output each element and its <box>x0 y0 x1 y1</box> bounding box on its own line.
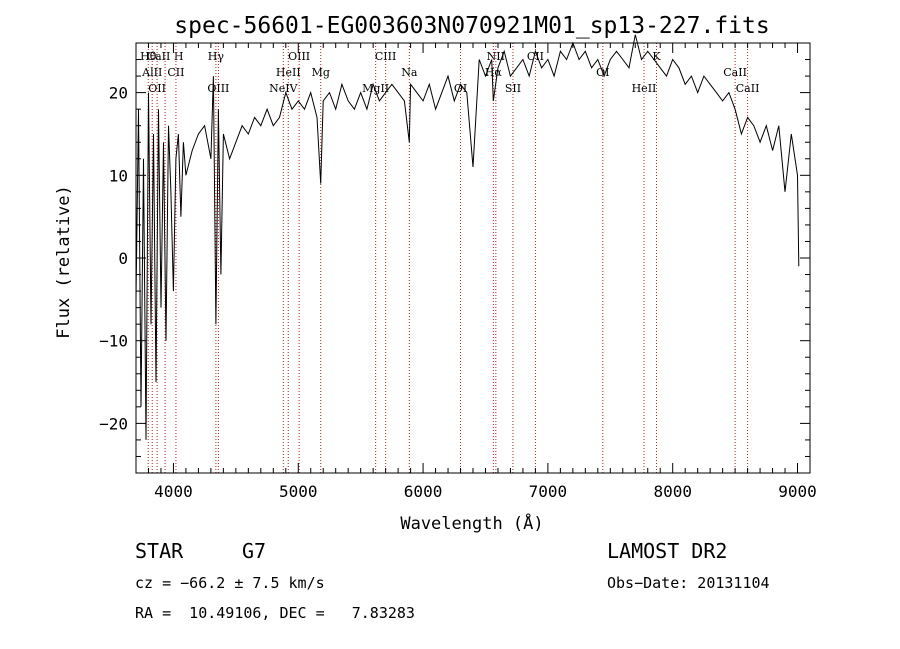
y-tick-label: −10 <box>99 332 128 351</box>
x-axis: 4000 5000 6000 7000 8000 9000 <box>135 43 817 501</box>
x-tick-label: 6000 <box>404 482 443 501</box>
y-axis: −20 −10 0 10 20 <box>99 59 810 457</box>
y-tick-label: −20 <box>99 414 128 433</box>
x-tick-label: 9000 <box>778 482 817 501</box>
line-id-label: OII <box>148 82 166 95</box>
plot-frame <box>135 42 811 474</box>
line-id-label: Hγ <box>208 50 225 63</box>
line-id-label: CaII <box>736 82 760 95</box>
x-axis-label: Wavelength (Å) <box>400 512 543 534</box>
y-tick-label: 20 <box>109 84 128 103</box>
x-tick-label: 7000 <box>529 482 568 501</box>
survey-name: LAMOST DR2 <box>607 539 728 563</box>
line-id-label: CaII <box>723 66 747 79</box>
x-tick-label: 5000 <box>279 482 318 501</box>
line-id-label: HeII <box>632 82 657 95</box>
line-id-label: CII <box>527 50 544 63</box>
line-id-label: SII <box>505 82 521 95</box>
line-id-label: NeIV <box>269 82 298 95</box>
line-id-label: OIII <box>288 50 310 63</box>
spectrum-layer <box>135 34 800 440</box>
line-id-label: MgII <box>362 82 389 95</box>
y-axis-label: Flux (relative) <box>54 185 74 339</box>
line-id-label: CaII H <box>147 50 184 63</box>
observation-date: Obs−Date: 20131104 <box>607 574 770 592</box>
line-id-label: AlII <box>141 66 162 79</box>
line-id-label: CII <box>167 66 184 79</box>
spectrum-line <box>135 34 800 440</box>
coordinates: RA = 10.49106, DEC = 7.83283 <box>135 604 415 622</box>
line-id-label: Mg <box>312 66 330 79</box>
x-tick-label: 4000 <box>154 482 193 501</box>
x-tick-label: 8000 <box>653 482 692 501</box>
y-tick-label: 10 <box>109 166 128 185</box>
redshift-cz: cz = −66.2 ± 7.5 km/s <box>135 574 325 592</box>
chart-title: spec-56601-EG003603N070921M01_sp13-227.f… <box>174 13 769 39</box>
line-id-label: CIII <box>375 50 396 63</box>
line-id-label: OIII <box>207 82 229 95</box>
y-tick-label: 0 <box>118 249 128 268</box>
line-id-label: OI <box>454 82 467 95</box>
line-id-label: K <box>652 50 661 63</box>
line-id-label: Hθ <box>140 50 157 63</box>
line-id-label: HeII <box>276 66 301 79</box>
object-subclass: G7 <box>242 539 267 563</box>
line-id-label: Na <box>401 66 418 79</box>
object-class: STAR <box>135 539 184 563</box>
line-id-label: Hα <box>485 66 503 79</box>
